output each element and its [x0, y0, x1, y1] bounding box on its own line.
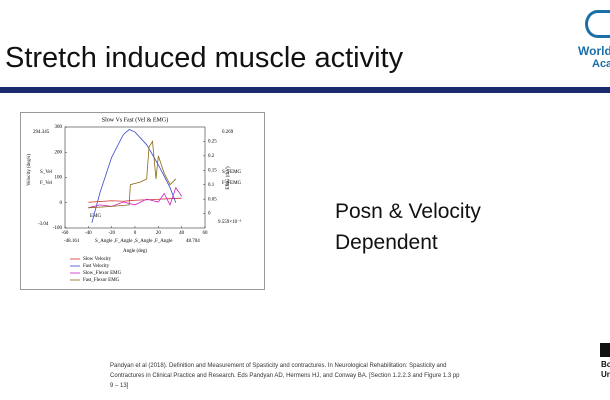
annotation: F_Vel	[40, 181, 53, 186]
figure-frame	[20, 112, 265, 290]
annotation: S_FEMG	[222, 170, 242, 175]
series-line	[88, 197, 182, 203]
logo-mark	[585, 10, 610, 38]
annotation: F_FEMG	[222, 181, 242, 186]
x-axis-label: Angle (deg)	[123, 249, 147, 254]
citation: Contractures in Clinical Practice and Re…	[110, 373, 460, 379]
y-tick-label: 200	[55, 150, 63, 155]
citation: 9 – 13]	[110, 383, 129, 389]
bullet-text: Dependent	[335, 231, 438, 254]
legend-label: Fast_Flexor EMG	[83, 278, 120, 283]
title-bar	[0, 87, 610, 93]
annotation: 9.559×10⁻³	[218, 219, 242, 225]
series-line	[88, 186, 182, 209]
legend-label: Slow Velocity	[83, 257, 112, 262]
y2-tick-label: 0.2	[208, 154, 215, 159]
y-tick-label: 0	[60, 201, 63, 206]
x-tick-label: 0	[134, 231, 137, 236]
y-axis-label: Velocity (deg/s)	[27, 154, 32, 186]
y2-tick-label: 0	[208, 212, 211, 217]
x-tick-label: 40	[179, 231, 185, 236]
y-tick-label: 100	[55, 176, 63, 181]
logo-text: Bo	[601, 360, 610, 369]
chart-title: Slow Vs Fast (Vel & EMG)	[102, 116, 168, 123]
logo-text: Un	[601, 370, 610, 379]
annotation: S_Angle ,F_Angle ,S_Angle ,F_Angle	[95, 239, 173, 244]
series-line	[88, 140, 177, 209]
logo-text: World	[578, 44, 610, 58]
bullet-text: Posn & Velocity	[335, 200, 481, 223]
annotation: 0.269	[222, 130, 234, 135]
legend-label: Fast Velocity	[83, 264, 110, 269]
plot-frame	[64, 126, 206, 229]
y2-tick-label: 0.1	[208, 183, 215, 188]
annotation: -3.04	[38, 222, 49, 227]
logo-text: Acad	[592, 58, 610, 70]
x-tick-label: -20	[108, 231, 115, 236]
y2-axis-label: EMG (mV)	[226, 166, 231, 190]
annotation: 48.704	[186, 239, 200, 244]
series-line	[91, 129, 177, 224]
x-tick-label: 20	[156, 231, 162, 236]
x-tick-label: -60	[62, 231, 69, 236]
y-tick-label: -100	[53, 226, 63, 231]
legend-label: Slow_Flexor EMG	[83, 271, 122, 276]
y2-tick-label: 0.15	[208, 168, 217, 173]
x-tick-label: -40	[85, 231, 92, 236]
annotation: S_Vel	[40, 170, 53, 175]
x-tick-label: 60	[203, 231, 209, 236]
slide-title: Stretch induced muscle activity	[5, 42, 404, 74]
citation: Pandyan et al (2018). Definition and Mea…	[110, 363, 447, 369]
y2-tick-label: 0.25	[208, 140, 217, 145]
y-tick-label: 300	[55, 125, 63, 130]
annotation: 294.345	[33, 130, 50, 135]
logo-mark	[600, 343, 610, 357]
annotation: -48.161	[64, 239, 80, 244]
annotation: EMG	[90, 214, 102, 219]
y2-tick-label: 0.05	[208, 197, 217, 202]
